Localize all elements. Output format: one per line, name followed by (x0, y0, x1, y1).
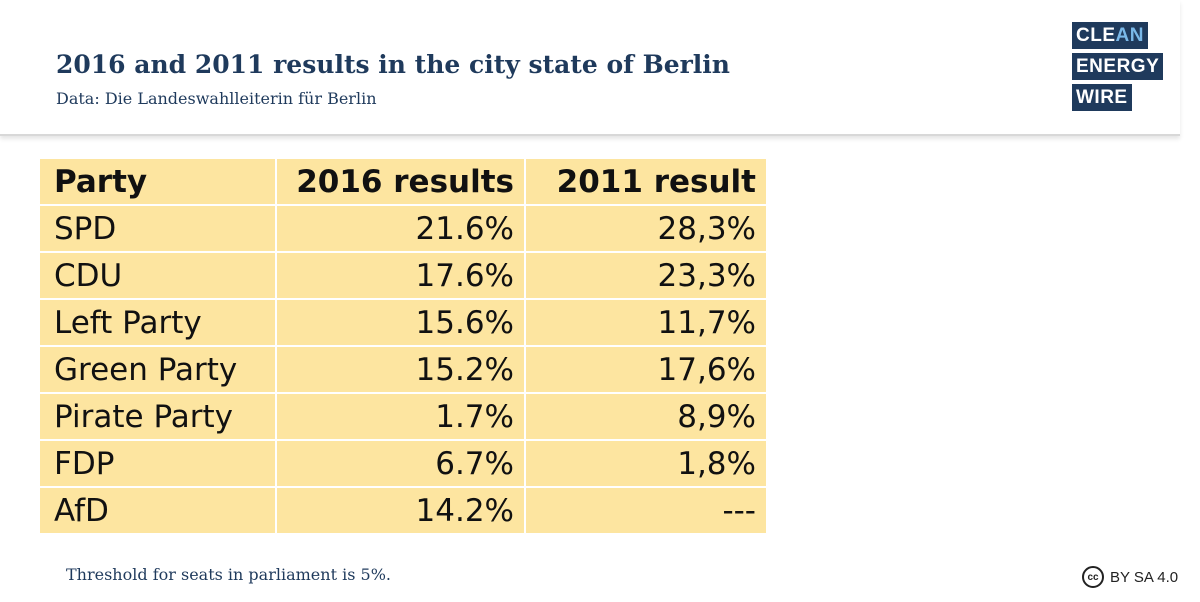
party-cell: Pirate Party (38, 392, 277, 441)
result-2016-cell: 6.7% (275, 439, 526, 488)
party-cell: Left Party (38, 298, 277, 347)
party-cell: AfD (38, 486, 277, 535)
result-2016-cell: 1.7% (275, 392, 526, 441)
result-2016-cell: 14.2% (275, 486, 526, 535)
table-row: Left Party 15.6% 11,7% (38, 298, 768, 347)
table-header-row: Party 2016 results 2011 result (38, 157, 768, 206)
license-text: BY SA 4.0 (1110, 568, 1179, 586)
clean-energy-wire-logo: CLEAN ENERGY WIRE (1072, 22, 1166, 115)
column-header-2016: 2016 results (275, 157, 526, 206)
result-2011-cell: 23,3% (524, 251, 768, 300)
logo-row-energy: ENERGY (1072, 53, 1164, 80)
party-cell: CDU (38, 251, 277, 300)
table-row: AfD 14.2% --- (38, 486, 768, 535)
result-2016-cell: 15.2% (275, 345, 526, 394)
result-2011-cell: 28,3% (524, 204, 768, 253)
table-row: Green Party 15.2% 17,6% (38, 345, 768, 394)
creative-commons-icon: cc (1082, 566, 1104, 588)
footnote: Threshold for seats in parliament is 5%. (66, 565, 391, 584)
logo-text-wire: WIRE (1076, 87, 1128, 108)
table-row: Pirate Party 1.7% 8,9% (38, 392, 768, 441)
column-header-party: Party (38, 157, 277, 206)
result-2016-cell: 21.6% (275, 204, 526, 253)
table-row: FDP 6.7% 1,8% (38, 439, 768, 488)
result-2016-cell: 17.6% (275, 251, 526, 300)
party-cell: Green Party (38, 345, 277, 394)
result-2011-cell: 8,9% (524, 392, 768, 441)
column-header-2011: 2011 result (524, 157, 768, 206)
header-band: 2016 and 2011 results in the city state … (0, 0, 1180, 136)
result-2016-cell: 15.6% (275, 298, 526, 347)
result-2011-cell: --- (524, 486, 768, 535)
result-2011-cell: 17,6% (524, 345, 768, 394)
table-row: SPD 21.6% 28,3% (38, 204, 768, 253)
table-row: CDU 17.6% 23,3% (38, 251, 768, 300)
logo-row-wire: WIRE (1072, 84, 1132, 111)
result-2011-cell: 1,8% (524, 439, 768, 488)
logo-row-clean: CLEAN (1072, 22, 1148, 49)
party-cell: SPD (38, 204, 277, 253)
chart-title: 2016 and 2011 results in the city state … (56, 50, 730, 79)
party-cell: FDP (38, 439, 277, 488)
license-badge[interactable]: cc BY SA 4.0 (1082, 566, 1178, 588)
logo-text-energy: ENERGY (1076, 56, 1160, 77)
result-2011-cell: 11,7% (524, 298, 768, 347)
logo-text-clean-main: CLE (1076, 25, 1116, 46)
chart-subtitle: Data: Die Landeswahlleiterin für Berlin (56, 89, 377, 108)
results-table: Party 2016 results 2011 result SPD 21.6%… (38, 157, 768, 535)
logo-text-clean-accent: AN (1115, 25, 1144, 46)
